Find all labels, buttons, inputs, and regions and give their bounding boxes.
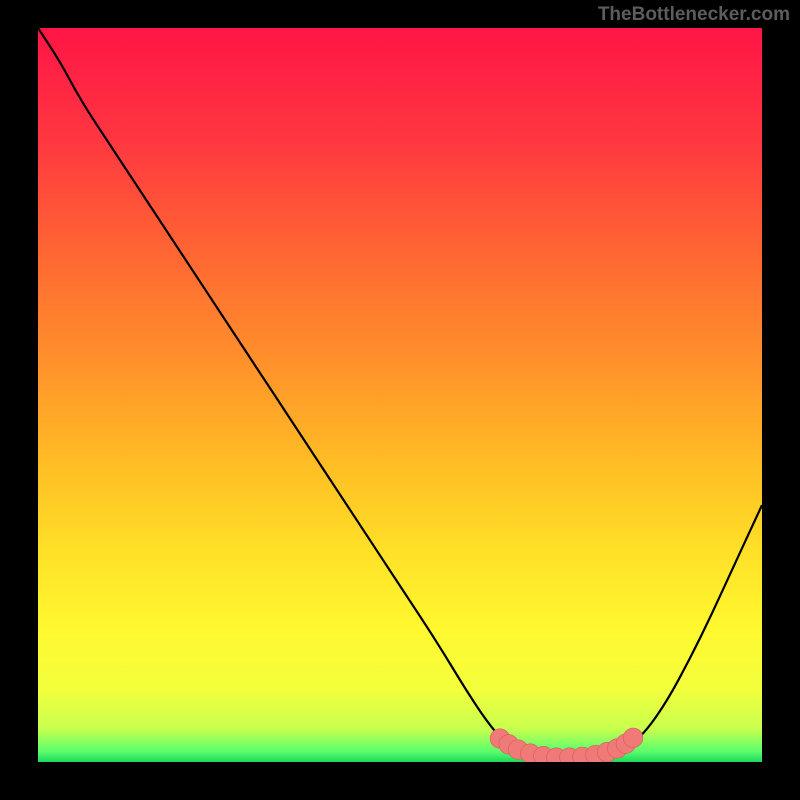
watermark-label: TheBottlenecker.com (598, 4, 790, 26)
bottom-marker-chain (490, 728, 643, 762)
bottom-marker (623, 728, 643, 748)
plot-area (38, 28, 762, 762)
chart-container: TheBottlenecker.com (0, 0, 800, 800)
curve-layer (38, 28, 762, 762)
bottleneck-curve (38, 28, 762, 760)
